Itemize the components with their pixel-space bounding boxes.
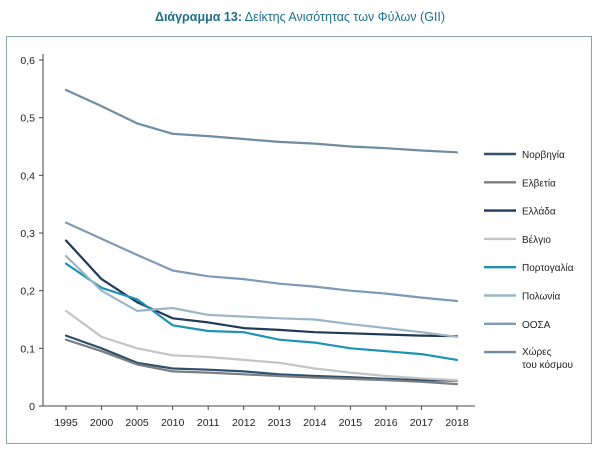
chart-legend: Νορβηγία Ελβετία Ελλάδα Βέλγιο Πορτογαλία Πολ…	[484, 149, 574, 371]
x-tick-label: 1995	[54, 417, 78, 429]
x-tick-label: 2010	[161, 417, 185, 429]
series-line-5	[64, 255, 459, 338]
x-tick-label: 2016	[374, 417, 398, 429]
x-tick-label: 2018	[445, 417, 469, 429]
y-tick-label: 0,4	[20, 170, 35, 182]
x-tick-label: 2005	[125, 417, 149, 429]
chart-title-bold: Διάγραμμα 13:	[154, 10, 242, 24]
series-line-3	[64, 309, 459, 382]
legend-label-4: Πορτογαλία	[522, 262, 574, 274]
legend-label-6: ΟΟΣΑ	[522, 320, 551, 331]
legend-label-0: Νορβηγία	[522, 149, 565, 161]
chart-title: Διάγραμμα 13: Δείκτης Ανισότητας των Φύλ…	[0, 10, 600, 24]
legend-label-7: Χώρες	[522, 346, 552, 358]
chart-title-text: Δείκτης Ανισότητας των Φύλων (GII)	[244, 10, 446, 24]
chart-series	[64, 88, 459, 386]
legend-label-5: Πολωνία	[522, 291, 560, 303]
y-tick-label: 0,6	[20, 55, 35, 67]
series-line-2	[64, 239, 459, 338]
y-tick-label: 0,2	[20, 286, 35, 298]
y-tick-label: 0,3	[20, 228, 35, 240]
y-tick-label: 0	[29, 401, 35, 413]
series-line-7	[64, 88, 459, 154]
x-tick-label: 2000	[90, 417, 114, 429]
legend-label-1: Ελβετία	[522, 177, 556, 189]
chart-frame	[6, 36, 592, 444]
x-tick-label: 2012	[232, 417, 256, 429]
x-tick-label: 2014	[303, 417, 327, 429]
legend-label-7-line2: του κόσμου	[522, 359, 573, 371]
series-line-4	[64, 262, 459, 361]
x-tick-label: 2015	[339, 417, 363, 429]
y-tick-label: 0,5	[20, 113, 35, 125]
legend-label-3: Βέλγιο	[522, 234, 551, 246]
x-tick-label: 2013	[268, 417, 292, 429]
x-tick-label: 2011	[197, 417, 220, 429]
legend-label-2: Ελλάδα	[522, 206, 556, 218]
chart-axes: 0 0,1 0,2 0,3 0,4 0,5 0,6 1995 2000 2005 2010 2011 2…	[20, 54, 475, 429]
x-tick-label: 2017	[410, 417, 434, 429]
series-line-6	[64, 221, 459, 303]
series-line-0	[64, 334, 459, 382]
series-line-1	[64, 338, 459, 386]
y-tick-label: 0,1	[20, 343, 35, 355]
